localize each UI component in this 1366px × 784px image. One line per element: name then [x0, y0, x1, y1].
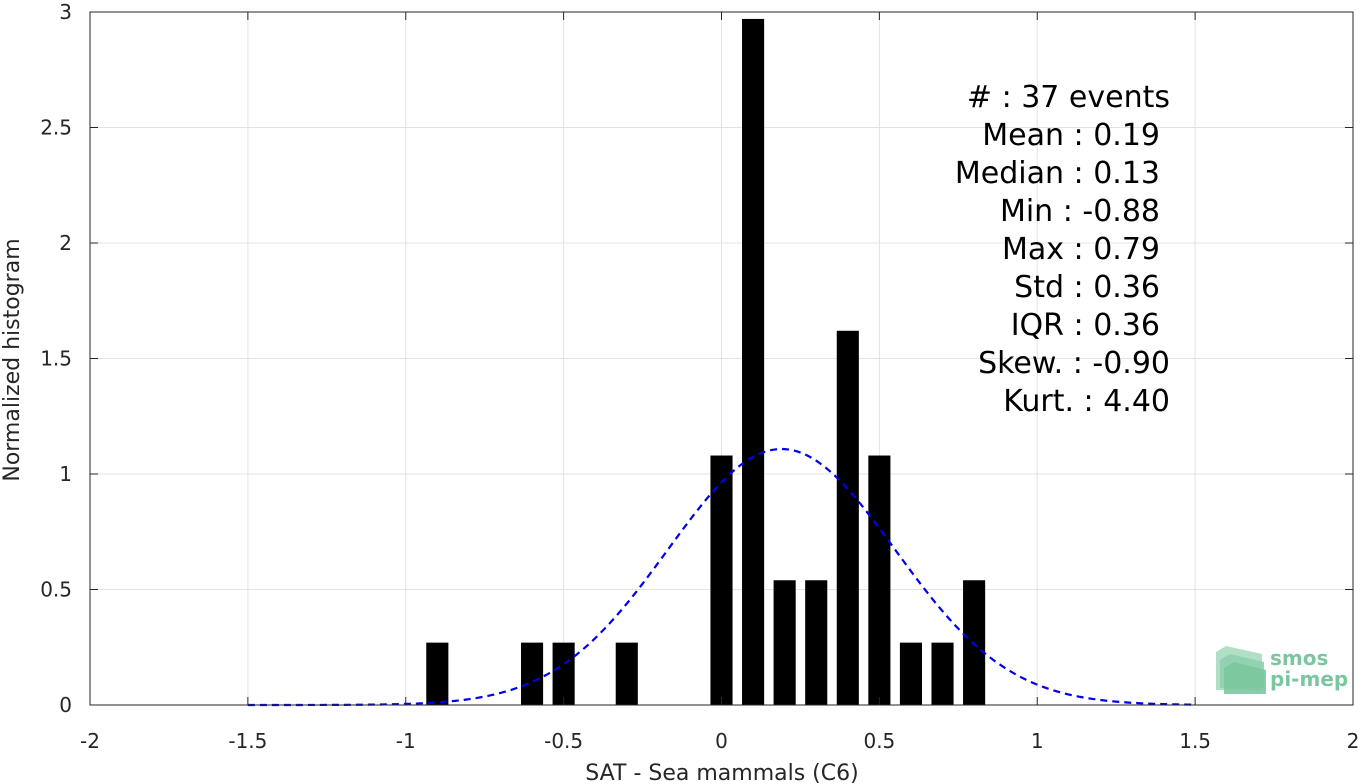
histogram-bars: [426, 18, 986, 706]
x-tick-label: -2: [80, 729, 100, 753]
histogram-bar: [899, 642, 923, 705]
x-tick-label: -1.5: [228, 729, 267, 753]
x-tick-labels: -2 -1.5 -1 -0.5 0 0.5 1 1.5 2: [80, 729, 1359, 753]
x-axis-title: SAT - Sea mammals (C6): [585, 761, 858, 784]
histogram-bar: [615, 642, 638, 705]
logo-line2: pi-mep: [1270, 667, 1348, 691]
stats-line: Skew. : -0.90: [978, 346, 1170, 381]
y-tick-label: 2.5: [40, 116, 72, 140]
stats-line: # : 37 events: [967, 80, 1170, 115]
stats-line: Min : -0.88: [1000, 194, 1160, 229]
x-tick-label: 2: [1347, 729, 1360, 753]
smos-pi-mep-logo: smos pi-mep: [1216, 646, 1348, 694]
y-tick-label: 0.5: [40, 578, 72, 602]
stats-line: Mean : 0.19: [982, 118, 1160, 153]
histogram-bar: [931, 642, 954, 705]
logo-line1: smos: [1270, 646, 1328, 670]
x-tick-label: 0.5: [863, 729, 895, 753]
histogram-bar: [836, 330, 859, 705]
y-tick-label: 1.5: [40, 347, 72, 371]
x-tick-label: -0.5: [544, 729, 583, 753]
x-tick-label: -1: [396, 729, 416, 753]
x-tick-label: 1: [1031, 729, 1044, 753]
stats-line: Std : 0.36: [1014, 270, 1160, 305]
plot-frame: [89, 11, 1354, 706]
stats-line: IQR : 0.36: [1011, 308, 1160, 343]
histogram-bar: [520, 642, 544, 705]
axes: [89, 11, 1354, 706]
x-tick-label: 0: [715, 729, 728, 753]
histogram-bar: [742, 18, 765, 706]
histogram-bar: [868, 455, 891, 705]
y-tick-label: 1: [59, 462, 72, 486]
x-tick-label: 1.5: [1179, 729, 1211, 753]
histogram-bar: [426, 642, 449, 705]
histogram-bar: [773, 580, 796, 705]
y-tick-label: 3: [59, 0, 72, 24]
y-axis-title: Normalized histogram: [0, 238, 25, 481]
y-tick-label: 0: [59, 693, 72, 717]
stats-line: Max : 0.79: [1002, 232, 1160, 267]
stats-line: Kurt. : 4.40: [1003, 384, 1170, 419]
histogram-bar: [805, 580, 828, 705]
y-tick-labels: 0 0.5 1 1.5 2 2.5 3: [40, 0, 72, 717]
y-tick-label: 2: [59, 231, 72, 255]
logo-wave-icon: [1216, 646, 1266, 694]
histogram-bar: [710, 455, 733, 705]
histogram-bar: [552, 642, 575, 705]
stats-line: Median : 0.13: [955, 156, 1160, 191]
